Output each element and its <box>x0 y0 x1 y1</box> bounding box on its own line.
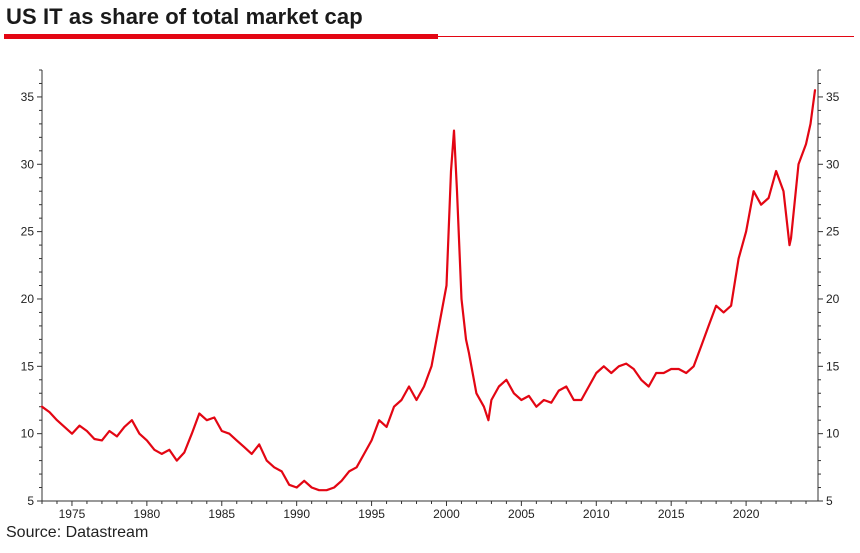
y-tick-label-right: 30 <box>826 157 840 171</box>
y-tick-label-right: 20 <box>826 292 840 306</box>
source-note: Source: Datastream <box>6 524 149 541</box>
x-tick-label: 2015 <box>658 507 685 521</box>
y-tick-label-left: 20 <box>21 292 35 306</box>
y-tick-label-left: 10 <box>21 427 35 441</box>
x-tick-label: 2005 <box>508 507 535 521</box>
x-tick-label: 1980 <box>134 507 161 521</box>
y-tick-label-left: 30 <box>21 157 35 171</box>
x-tick-label: 1990 <box>283 507 310 521</box>
y-tick-label-left: 15 <box>21 359 35 373</box>
y-tick-label-left: 5 <box>27 494 34 508</box>
y-tick-label-right: 15 <box>826 359 840 373</box>
title-underline-thin <box>438 36 854 37</box>
x-tick-label: 2020 <box>733 507 760 521</box>
y-tick-label-right: 25 <box>826 225 840 239</box>
y-tick-label-right: 35 <box>826 90 840 104</box>
y-tick-label-right: 10 <box>826 427 840 441</box>
x-tick-label: 1995 <box>358 507 385 521</box>
x-tick-label: 2010 <box>583 507 610 521</box>
x-tick-label: 2000 <box>433 507 460 521</box>
series-line-0 <box>40 89 817 492</box>
title-underline-thick <box>4 34 438 39</box>
x-tick-label: 1985 <box>208 507 235 521</box>
y-tick-label-left: 35 <box>21 90 35 104</box>
y-tick-label-left: 25 <box>21 225 35 239</box>
chart-title: US IT as share of total market cap <box>6 4 363 29</box>
chart-axes <box>41 70 819 502</box>
y-tick-label-right: 5 <box>826 494 833 508</box>
chart-series <box>40 89 817 492</box>
x-tick-label: 1975 <box>59 507 86 521</box>
